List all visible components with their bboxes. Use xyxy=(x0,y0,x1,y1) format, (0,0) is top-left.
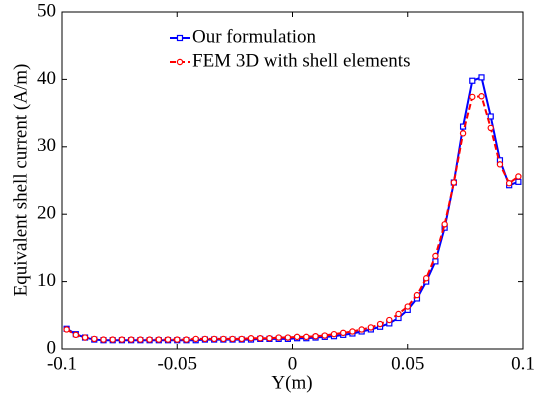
data-point xyxy=(284,334,292,341)
legend-marker xyxy=(176,58,184,66)
data-point xyxy=(137,336,144,343)
y-tick-label: 50 xyxy=(37,0,56,21)
data-point xyxy=(229,335,236,343)
data-point xyxy=(118,336,126,343)
series-line xyxy=(66,76,519,342)
data-point xyxy=(155,336,163,343)
data-point xyxy=(72,331,80,339)
data-point xyxy=(63,326,70,333)
x-tick-label: 0.1 xyxy=(511,353,535,374)
data-point xyxy=(321,332,328,339)
x-tick-label: -0.05 xyxy=(157,353,197,374)
data-point xyxy=(275,334,282,341)
y-tick-label: 40 xyxy=(37,68,56,89)
data-point xyxy=(340,329,347,337)
data-point xyxy=(478,74,485,81)
data-point xyxy=(404,303,411,310)
legend-label: Our formulation xyxy=(192,26,317,47)
series-line xyxy=(66,95,519,341)
data-point xyxy=(330,330,338,338)
data-point xyxy=(109,336,116,343)
data-point xyxy=(81,334,89,341)
data-point xyxy=(201,335,209,343)
data-point xyxy=(515,178,522,185)
x-tick-label: -0.1 xyxy=(47,353,77,374)
data-point xyxy=(257,335,264,342)
data-point xyxy=(91,335,98,343)
data-point xyxy=(376,320,384,328)
data-point xyxy=(164,336,172,343)
data-point xyxy=(487,124,494,132)
data-point xyxy=(303,333,310,341)
x-tick-label: 0.05 xyxy=(391,353,424,374)
data-point xyxy=(432,258,439,265)
data-point xyxy=(450,179,458,186)
x-axis-label: Y(m) xyxy=(271,372,312,393)
data-point xyxy=(312,332,319,340)
data-point xyxy=(386,316,393,324)
data-point xyxy=(469,77,476,84)
data-point xyxy=(441,221,448,228)
y-tick-label: 10 xyxy=(37,270,56,291)
data-point xyxy=(395,310,402,318)
data-point xyxy=(469,93,476,101)
data-point xyxy=(505,179,513,187)
data-point xyxy=(293,333,301,341)
data-point xyxy=(459,130,467,137)
data-point xyxy=(413,291,421,299)
data-point xyxy=(487,113,494,120)
data-point xyxy=(358,326,365,333)
data-point xyxy=(174,336,181,343)
data-point xyxy=(478,93,485,100)
data-point xyxy=(210,335,218,343)
data-point xyxy=(192,335,199,343)
data-point xyxy=(183,336,190,343)
data-point xyxy=(238,335,245,343)
data-point xyxy=(220,335,227,343)
data-point xyxy=(247,335,255,342)
y-tick-label: 30 xyxy=(37,135,56,156)
data-point xyxy=(266,335,273,342)
x-tick-label: 0 xyxy=(288,353,298,374)
data-point xyxy=(422,275,430,282)
y-tick-label: 0 xyxy=(47,337,57,358)
y-axis-label: Equivalent shell current (A/m) xyxy=(10,64,31,297)
legend-label: FEM 3D with shell elements xyxy=(192,50,410,71)
y-tick-label: 20 xyxy=(37,203,56,224)
data-point xyxy=(100,336,107,343)
data-point xyxy=(127,336,135,343)
data-point xyxy=(146,336,153,343)
data-point xyxy=(367,324,375,331)
data-point xyxy=(496,161,504,168)
data-point xyxy=(349,328,356,335)
data-point xyxy=(515,173,522,180)
data-point xyxy=(432,252,439,260)
legend-marker xyxy=(176,34,184,42)
